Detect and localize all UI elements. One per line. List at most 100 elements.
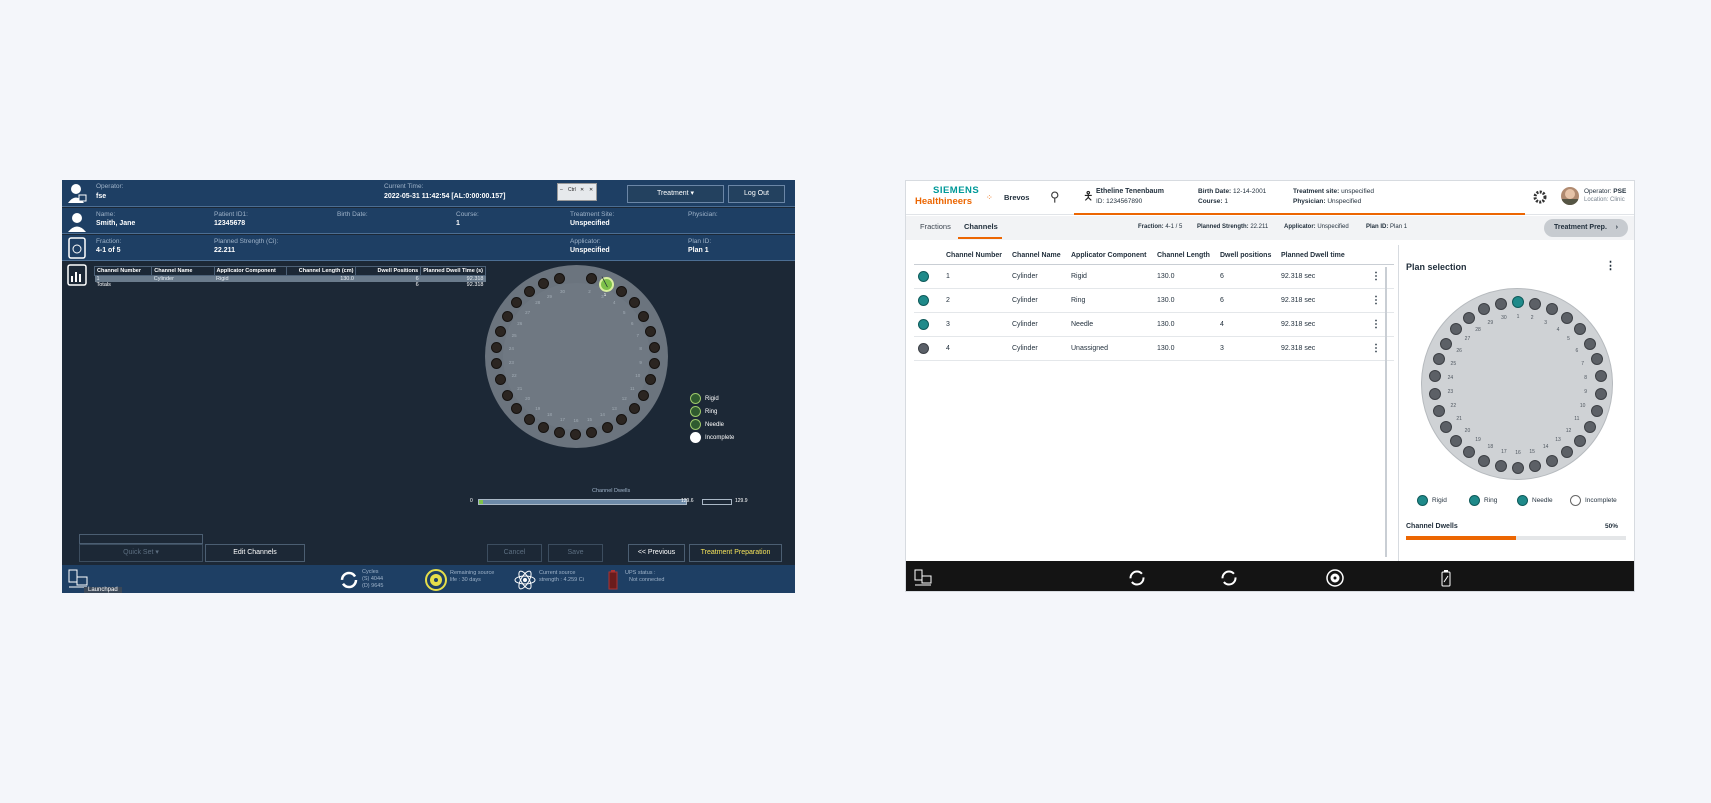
col-channel-name[interactable]: Channel Name	[1008, 247, 1067, 265]
treatment-prep-button[interactable]: Treatment Prep. ›	[1544, 219, 1628, 237]
col-planned-dwell-time[interactable]: Planned Dwell Time (s)	[420, 266, 486, 276]
channel-position-dot[interactable]	[586, 427, 598, 439]
channel-position-dot[interactable]	[1583, 420, 1596, 433]
selected-channel-dot[interactable]: ╲	[599, 277, 614, 292]
quick-set-field[interactable]	[79, 534, 203, 544]
channel-position-dot[interactable]	[1594, 370, 1607, 383]
channel-position-dot[interactable]	[491, 358, 503, 370]
channel-position-dot[interactable]	[1429, 370, 1442, 383]
channel-position-dot[interactable]	[511, 297, 523, 309]
channel-position-dot[interactable]	[1433, 404, 1446, 417]
channel-position-dot[interactable]	[616, 286, 628, 298]
table-row[interactable]: 1 Cylinder Rigid 130.0 6 92.318 sec ⋮	[914, 264, 1394, 289]
channel-position-dot[interactable]	[648, 341, 660, 353]
channel-position-dot[interactable]	[645, 374, 657, 386]
row-menu-icon[interactable]: ⋮	[1367, 288, 1394, 313]
channel-position-dot[interactable]	[553, 427, 565, 439]
channel-position-dot[interactable]	[501, 389, 513, 401]
channel-position-dot[interactable]	[1433, 353, 1446, 366]
channel-position-dot[interactable]	[1560, 446, 1573, 459]
channel-position-dot[interactable]	[537, 422, 549, 434]
channel-position-dot[interactable]	[1450, 434, 1463, 447]
channel-position-dot[interactable]	[553, 272, 565, 284]
row-menu-icon[interactable]: ⋮	[1367, 312, 1394, 337]
col-channel-number[interactable]: Channel Number	[942, 247, 1008, 265]
channel-position-dot[interactable]	[1494, 460, 1507, 473]
channel-position-dot[interactable]	[1450, 323, 1463, 336]
table-row[interactable]: 1 Cylinder Rigid 130.0 6 92.318	[94, 275, 486, 282]
minimize-button[interactable]: –	[560, 187, 563, 193]
treatment-menu-button[interactable]: Treatment ▾	[627, 185, 724, 203]
channel-position-dot[interactable]	[645, 325, 657, 337]
close-alt-button[interactable]: ✕	[580, 187, 585, 193]
channel-position-dot[interactable]	[511, 402, 523, 414]
col-applicator-component[interactable]: Applicator Component	[213, 266, 287, 276]
channel-position-dot[interactable]	[1478, 303, 1491, 316]
channel-position-dot[interactable]	[1440, 337, 1453, 350]
col-dwell-positions[interactable]: Dwell positions	[1216, 247, 1277, 265]
channel-position-dot[interactable]	[1529, 297, 1542, 310]
row-menu-icon[interactable]: ⋮	[1367, 264, 1394, 289]
previous-button[interactable]: << Previous	[628, 544, 685, 562]
table-scrollbar[interactable]	[1385, 267, 1387, 557]
col-applicator-component[interactable]: Applicator Component	[1067, 247, 1153, 265]
channel-position-dot[interactable]	[586, 272, 598, 284]
close-button[interactable]: ✕	[589, 187, 594, 193]
col-channel-length[interactable]: Channel Length	[1153, 247, 1216, 265]
channel-position-dot[interactable]	[494, 374, 506, 386]
col-planned-dwell-time[interactable]: Planned Dwell time	[1277, 247, 1367, 265]
launchpad-icon[interactable]	[914, 569, 932, 587]
channel-position-dot[interactable]	[494, 325, 506, 337]
channel-position-dot[interactable]	[648, 358, 660, 370]
edit-channels-button[interactable]: Edit Channels	[205, 544, 305, 562]
tab-fractions[interactable]: Fractions	[920, 222, 951, 231]
channel-position-dot[interactable]	[628, 402, 640, 414]
channel-position-dot[interactable]	[628, 297, 640, 309]
channel-position-dot[interactable]	[1512, 296, 1524, 308]
channel-position-dot[interactable]	[1560, 311, 1573, 324]
launchpad-icon[interactable]	[67, 569, 89, 589]
person-search-icon[interactable]: ⚲	[1050, 189, 1060, 204]
channel-position-dot[interactable]	[1440, 420, 1453, 433]
channel-position-dot[interactable]	[1463, 311, 1476, 324]
save-button[interactable]: Save	[548, 544, 603, 562]
settings-gear-icon[interactable]	[1532, 189, 1548, 205]
channel-position-dot[interactable]	[1583, 337, 1596, 350]
channel-position-dot[interactable]	[523, 286, 535, 298]
channel-position-dot[interactable]	[638, 389, 650, 401]
channel-position-dot[interactable]	[1463, 446, 1476, 459]
quick-set-button[interactable]: Quick Set ▾	[79, 544, 203, 562]
channel-position-dot[interactable]	[616, 413, 628, 425]
channel-position-dot[interactable]	[491, 341, 503, 353]
channel-position-dot[interactable]	[1573, 323, 1586, 336]
channel-position-dot[interactable]	[1590, 404, 1603, 417]
channel-position-dot[interactable]	[638, 310, 650, 322]
channel-position-dot[interactable]	[1545, 454, 1558, 467]
channel-position-dot[interactable]	[1512, 462, 1524, 474]
channel-position-dot[interactable]	[1494, 297, 1507, 310]
channel-position-dot[interactable]	[1590, 353, 1603, 366]
col-channel-number[interactable]: Channel Number	[93, 266, 153, 276]
launchpad-tab[interactable]: Launchpad	[84, 587, 122, 593]
tab-channels[interactable]: Channels	[964, 222, 998, 231]
col-channel-name[interactable]: Channel Name	[151, 266, 215, 276]
col-channel-length[interactable]: Channel Length (cm)	[285, 266, 357, 276]
channel-position-dot[interactable]	[537, 277, 549, 289]
channel-position-dot[interactable]	[1545, 303, 1558, 316]
table-row[interactable]: 2 Cylinder Ring 130.0 6 92.318 sec ⋮	[914, 288, 1394, 313]
row-menu-icon[interactable]: ⋮	[1367, 336, 1394, 361]
table-row[interactable]: 4 Cylinder Unassigned 130.0 3 92.318 sec…	[914, 336, 1394, 361]
operator-avatar[interactable]	[1561, 187, 1579, 205]
col-dwell-positions[interactable]: Dwell Positions	[355, 266, 422, 276]
ctrl-button[interactable]: Ctrl	[568, 187, 576, 193]
table-row[interactable]: 3 Cylinder Needle 130.0 4 92.318 sec ⋮	[914, 312, 1394, 337]
channel-position-dot[interactable]	[602, 422, 614, 434]
channel-position-dot[interactable]	[501, 310, 513, 322]
plan-menu-icon[interactable]: ⋮	[1605, 260, 1616, 272]
channel-position-dot[interactable]	[570, 429, 581, 440]
logout-button[interactable]: Log Out	[728, 185, 785, 203]
channel-position-dot[interactable]	[1478, 454, 1491, 467]
channel-position-dot[interactable]	[523, 413, 535, 425]
channel-position-dot[interactable]	[1529, 460, 1542, 473]
cancel-button[interactable]: Cancel	[487, 544, 542, 562]
